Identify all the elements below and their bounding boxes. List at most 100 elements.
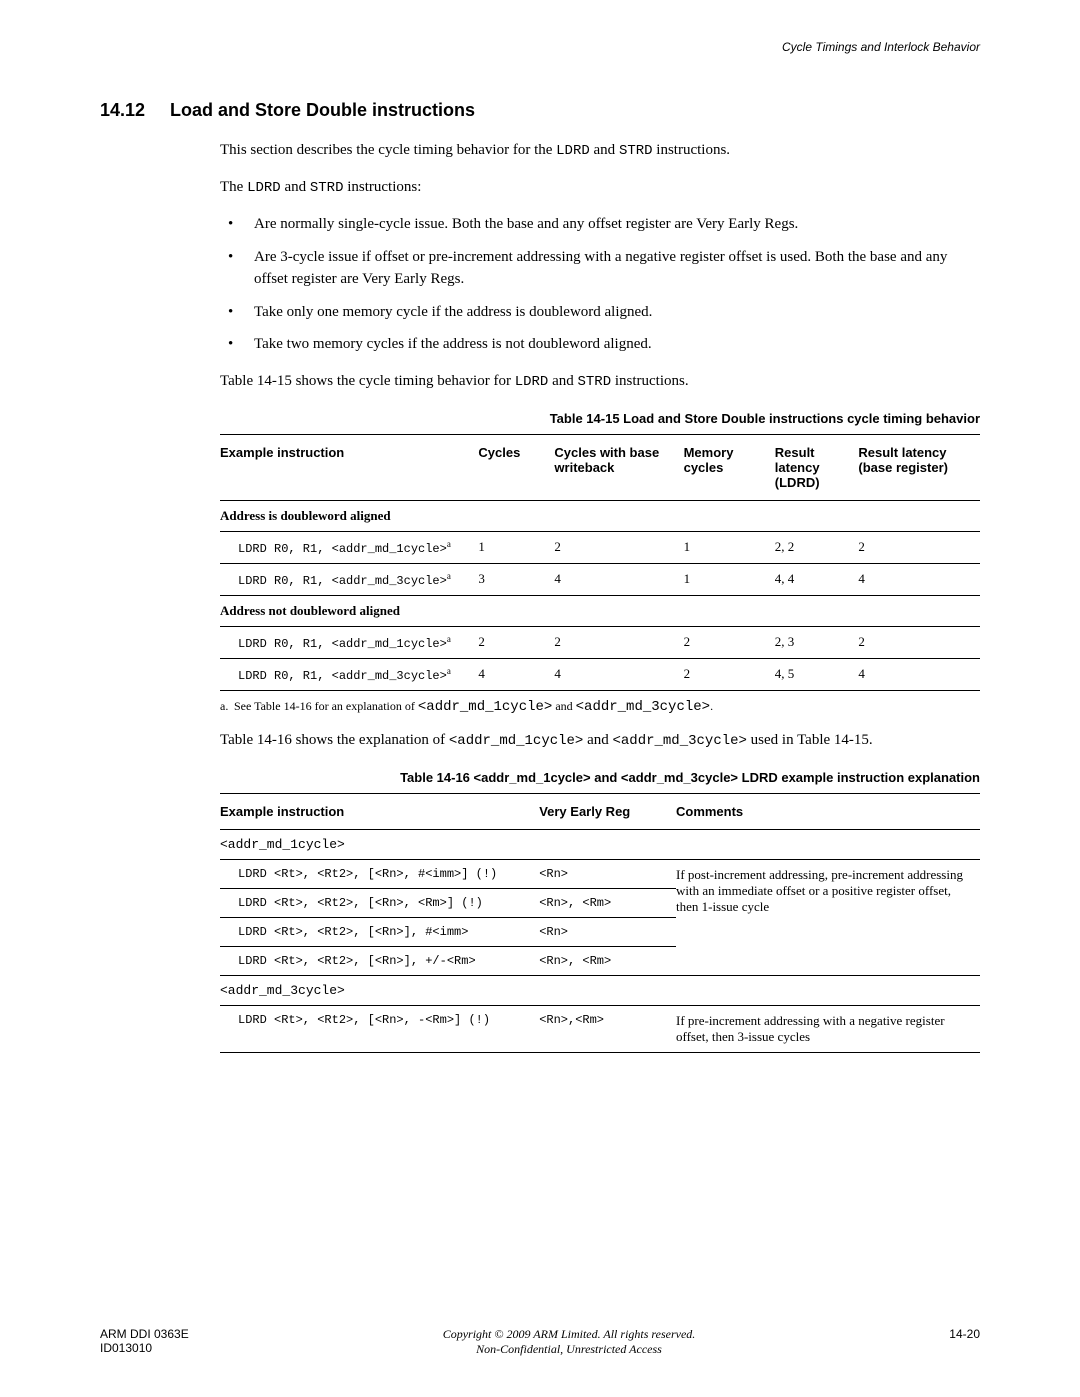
cell-instr: LDRD R0, R1, <addr_md_1cycle>a [220,531,478,563]
col-header: Cycles with base writeback [554,434,683,500]
bullet-item: Are 3-cycle issue if offset or pre-incre… [220,246,980,291]
instr-text: LDRD R0, R1, <addr_md_1cycle> [238,637,447,651]
table-16: Example instruction Very Early Reg Comme… [220,793,980,1053]
col-header: Cycles [478,434,554,500]
cell: 4 [858,563,980,595]
code: <addr_md_3cycle> [613,733,747,749]
code: LDRD [556,143,590,159]
table-row: LDRD R0, R1, <addr_md_3cycle>a 3 4 1 4, … [220,563,980,595]
cell-reg: <Rn>, <Rm> [539,888,676,917]
section-title: Load and Store Double instructions [170,100,475,121]
cell-instr: LDRD R0, R1, <addr_md_1cycle>a [220,626,478,658]
text: See Table 14-16 for an explanation of [234,699,418,713]
cell: 2 [858,626,980,658]
text: . [710,699,713,713]
cell: 1 [478,531,554,563]
running-header: Cycle Timings and Interlock Behavior [782,40,980,54]
table-row: LDRD <Rt>, <Rt2>, [<Rn>, #<imm>] (!) <Rn… [220,859,980,888]
section-label: Address is doubleword aligned [220,500,980,531]
cell: 4 [554,563,683,595]
table-row: LDRD <Rt>, <Rt2>, [<Rn>, -<Rm>] (!) <Rn>… [220,1005,980,1052]
instr-text: LDRD R0, R1, <addr_md_3cycle> [238,574,447,588]
cell-instr: LDRD <Rt>, <Rt2>, [<Rn>], #<imm> [220,917,539,946]
cell: 2, 2 [775,531,859,563]
code: STRD [578,374,612,390]
page-footer: ARM DDI 0363E ID013010 Copyright © 2009 … [100,1327,980,1357]
cell: 3 [478,563,554,595]
bullet-item: Take only one memory cycle if the addres… [220,301,980,324]
text: instructions. [611,373,689,389]
cell-instr: LDRD <Rt>, <Rt2>, [<Rn>, #<imm>] (!) [220,859,539,888]
cell-instr: LDRD R0, R1, <addr_md_3cycle>a [220,658,478,690]
table-section-row: Address is doubleword aligned [220,500,980,531]
superscript: a [447,634,451,644]
footer-left: ARM DDI 0363E ID013010 [100,1327,189,1355]
cell-instr: LDRD <Rt>, <Rt2>, [<Rn>, <Rm>] (!) [220,888,539,917]
bullet-item: Take two memory cycles if the address is… [220,333,980,356]
code: <addr_md_1cycle> [449,733,583,749]
section-label: <addr_md_1cycle> [220,829,980,859]
intro-para-2: The LDRD and STRD instructions: [220,176,980,199]
text: This section describes the cycle timing … [220,142,556,158]
cell-instr: LDRD <Rt>, <Rt2>, [<Rn>], +/-<Rm> [220,946,539,975]
cell: 4, 5 [775,658,859,690]
build-id: ID013010 [100,1341,189,1355]
cell: 2 [684,658,775,690]
body-text: This section describes the cycle timing … [220,139,980,393]
code: LDRD [247,180,281,196]
body-text-2: Table 14-16 shows the explanation of <ad… [220,729,980,752]
cell-comment: If pre-increment addressing with a negat… [676,1005,980,1052]
table-lead-16: Table 14-16 shows the explanation of <ad… [220,729,980,752]
text: instructions. [653,142,731,158]
cell: 2 [554,531,683,563]
superscript: a [447,539,451,549]
code: <addr_md_3cycle> [576,699,710,715]
table-row: LDRD R0, R1, <addr_md_3cycle>a 4 4 2 4, … [220,658,980,690]
code: LDRD [515,374,549,390]
text: Table 14-15 shows the cycle timing behav… [220,373,515,389]
col-header: Comments [676,793,980,829]
section-number: 14.12 [100,100,170,121]
table-lead-15: Table 14-15 shows the cycle timing behav… [220,370,980,393]
cell: 4, 4 [775,563,859,595]
table-header-row: Example instruction Cycles Cycles with b… [220,434,980,500]
table-row: LDRD R0, R1, <addr_md_1cycle>a 2 2 2 2, … [220,626,980,658]
section-label: Address not doubleword aligned [220,595,980,626]
cell: 2 [858,531,980,563]
cell: 2, 3 [775,626,859,658]
col-header: Result latency (LDRD) [775,434,859,500]
section-label: <addr_md_3cycle> [220,975,980,1005]
table-section-row: Address not doubleword aligned [220,595,980,626]
intro-para-1: This section describes the cycle timing … [220,139,980,162]
cell: 1 [684,531,775,563]
cell: 4 [478,658,554,690]
footer-right: 14-20 [949,1327,980,1341]
cell: 2 [554,626,683,658]
text: The [220,179,247,195]
text: instructions: [343,179,421,195]
code: <addr_md_1cycle> [418,699,552,715]
superscript: a [447,571,451,581]
text: and [590,142,619,158]
doc-id: ARM DDI 0363E [100,1327,189,1341]
col-header: Very Early Reg [539,793,676,829]
text: and [548,373,577,389]
table-16-caption: Table 14-16 <addr_md_1cycle> and <addr_m… [220,770,980,785]
cell-reg: <Rn> [539,859,676,888]
footnote-label: a. [220,699,228,714]
text: and [583,732,612,748]
page-number: 14-20 [949,1327,980,1341]
instr-text: LDRD R0, R1, <addr_md_1cycle> [238,542,447,556]
bullet-item: Are normally single-cycle issue. Both th… [220,213,980,236]
code: STRD [310,180,344,196]
section-heading: 14.12 Load and Store Double instructions [100,100,980,121]
cell: 4 [858,658,980,690]
text: Table 14-16 shows the explanation of [220,732,449,748]
confidentiality: Non-Confidential, Unrestricted Access [443,1342,696,1357]
cell: 2 [478,626,554,658]
cell: 2 [684,626,775,658]
cell-reg: <Rn>, <Rm> [539,946,676,975]
col-header: Result latency (base register) [858,434,980,500]
table-row: LDRD R0, R1, <addr_md_1cycle>a 1 2 1 2, … [220,531,980,563]
cell-comment: If post-increment addressing, pre-increm… [676,859,980,975]
